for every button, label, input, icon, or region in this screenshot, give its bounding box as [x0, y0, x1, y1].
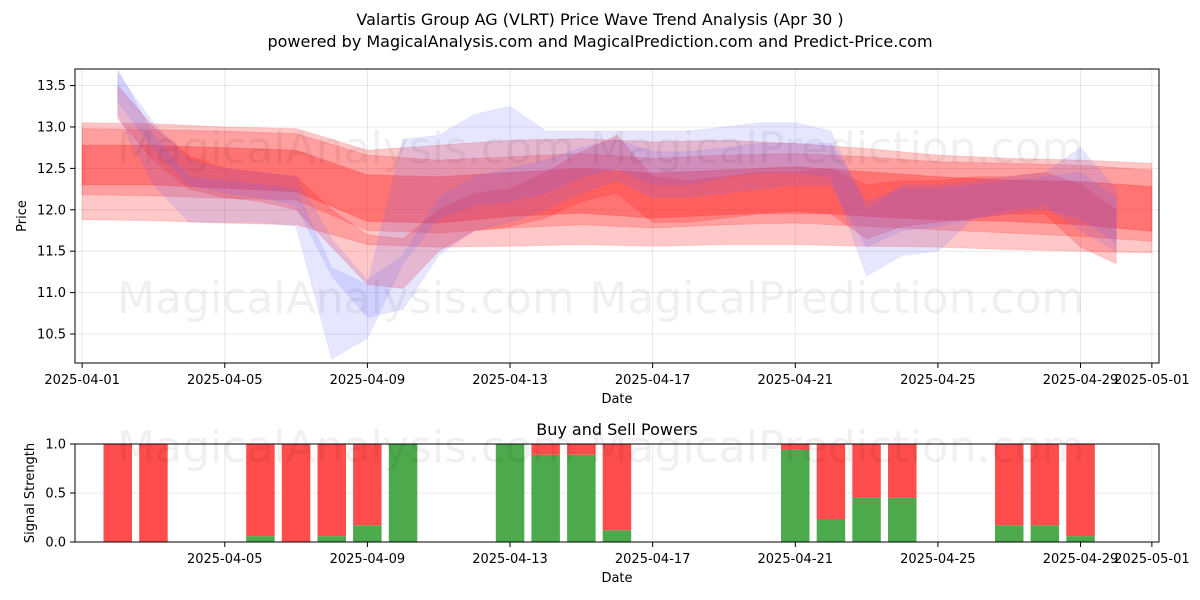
sell-bar — [353, 444, 382, 526]
buy-bar — [816, 519, 846, 542]
sell-bar — [602, 444, 632, 531]
signal-x-tick-label: 2025-04-13 — [472, 552, 548, 567]
signal-watermarks: MagicalAnalysis.com MagicalPrediction.co… — [117, 422, 1084, 473]
sell-bar — [531, 444, 560, 455]
buy-bar — [1030, 525, 1060, 542]
buy-bar — [353, 525, 382, 542]
watermark-prediction-bottom: MagicalPrediction.com — [590, 422, 1085, 473]
wave-band-red — [81, 144, 1153, 232]
wave-band-red — [81, 122, 1153, 254]
figure-title: Valartis Group AG (VLRT) Price Wave Tren… — [356, 10, 843, 29]
buy-bar — [246, 536, 275, 542]
price-x-tick-label: 2025-04-01 — [44, 373, 120, 388]
signal-y-tick-label: 0.5 — [45, 487, 66, 502]
signal-x-tick-label: 2025-04-17 — [615, 552, 691, 567]
price-y-tick-label: 10.5 — [37, 328, 66, 343]
price-y-tick-label: 13.5 — [37, 79, 66, 94]
buy-bar — [852, 497, 881, 542]
sell-bar — [888, 444, 917, 498]
price-wave-chart: MagicalAnalysis.com MagicalPrediction.co… — [15, 68, 1190, 407]
price-x-ticks: 2025-04-01 2025-04-05 2025-04-09 2025-04-13… — [44, 363, 1190, 388]
signal-x-ticks: 2025-04-05 2025-04-09 2025-04-13 2025-04-17… — [187, 542, 1190, 567]
signal-y-ticks: 0.0 0.5 1.0 — [45, 438, 75, 551]
buy-bar — [531, 454, 560, 542]
price-x-tick-label: 2025-04-21 — [758, 373, 834, 388]
sell-bar — [567, 444, 596, 455]
buy-sell-chart: Buy and Sell Powers MagicalAnalysis.com … — [23, 420, 1190, 586]
signal-x-tick-label: 2025-04-05 — [187, 552, 263, 567]
watermark-analysis-bottom: MagicalAnalysis.com — [117, 422, 575, 473]
buy-bar — [388, 444, 418, 542]
sell-bar — [1066, 444, 1095, 537]
sell-bar — [281, 444, 311, 542]
watermark-analysis-mid: MagicalAnalysis.com — [117, 273, 575, 324]
price-y-tick-label: 12.5 — [37, 162, 66, 177]
price-x-tick-label: 2025-04-25 — [900, 373, 976, 388]
signal-y-tick-label: 0.0 — [45, 536, 66, 551]
signal-y-tick-label: 1.0 — [45, 438, 66, 453]
sell-bar — [995, 444, 1024, 526]
price-x-tick-label: 2025-04-13 — [472, 373, 548, 388]
price-grid — [75, 69, 1159, 363]
price-watermarks: MagicalAnalysis.com MagicalPrediction.co… — [117, 123, 1084, 324]
buy-bar — [317, 536, 346, 542]
price-y-tick-label: 13.0 — [37, 120, 66, 135]
price-y-tick-label: 11.5 — [37, 245, 66, 260]
sell-bar — [139, 444, 168, 542]
signal-x-tick-label: 2025-04-09 — [330, 552, 406, 567]
price-x-tick-label: 2025-04-29 — [1043, 373, 1119, 388]
sell-bar — [246, 444, 275, 537]
price-y-label: Price — [15, 200, 30, 232]
wave-band-blue — [117, 71, 1117, 319]
wave-band-blue — [117, 68, 1117, 360]
buy-bar — [495, 444, 525, 542]
signal-y-label: Signal Strength — [23, 443, 38, 543]
watermark-prediction-top: MagicalPrediction.com — [590, 123, 1085, 174]
buy-bar — [781, 449, 810, 542]
signal-bars — [103, 444, 1095, 542]
signal-x-tick-label: 2025-04-29 — [1043, 552, 1119, 567]
sell-bar — [816, 444, 846, 520]
signal-x-tick-label: 2025-04-25 — [900, 552, 976, 567]
price-y-tick-label: 12.0 — [37, 203, 66, 218]
buy-bar — [1066, 536, 1095, 542]
signal-x-label: Date — [601, 571, 632, 586]
signal-x-tick-label: 2025-05-01 — [1114, 552, 1190, 567]
sell-bar — [1030, 444, 1060, 526]
price-x-tick-label: 2025-04-05 — [187, 373, 263, 388]
buy-bar — [995, 525, 1024, 542]
price-y-ticks: 10.5 11.0 11.5 12.0 12.5 13.0 13.5 — [37, 79, 75, 343]
wave-band-red — [117, 84, 1117, 290]
watermark-analysis-top: MagicalAnalysis.com — [117, 123, 575, 174]
sell-bar — [852, 444, 881, 498]
signal-x-tick-label: 2025-04-21 — [758, 552, 834, 567]
buy-bar — [888, 497, 917, 542]
watermark-prediction-mid: MagicalPrediction.com — [590, 273, 1085, 324]
price-x-label: Date — [601, 392, 632, 407]
price-y-tick-label: 11.0 — [37, 286, 66, 301]
price-x-tick-label: 2025-05-01 — [1114, 373, 1190, 388]
buy-bar — [567, 454, 596, 542]
buy-bar — [602, 530, 632, 542]
price-wave-bands — [81, 68, 1153, 360]
figure-subtitle: powered by MagicalAnalysis.com and Magic… — [267, 32, 932, 51]
sell-bar — [781, 444, 810, 450]
price-x-tick-label: 2025-04-17 — [615, 373, 691, 388]
wave-band-red — [81, 128, 1153, 242]
buy-sell-title: Buy and Sell Powers — [536, 420, 698, 439]
price-axes-frame — [74, 68, 1160, 364]
sell-bar — [103, 444, 132, 542]
price-x-tick-label: 2025-04-09 — [330, 373, 406, 388]
sell-bar — [317, 444, 346, 537]
